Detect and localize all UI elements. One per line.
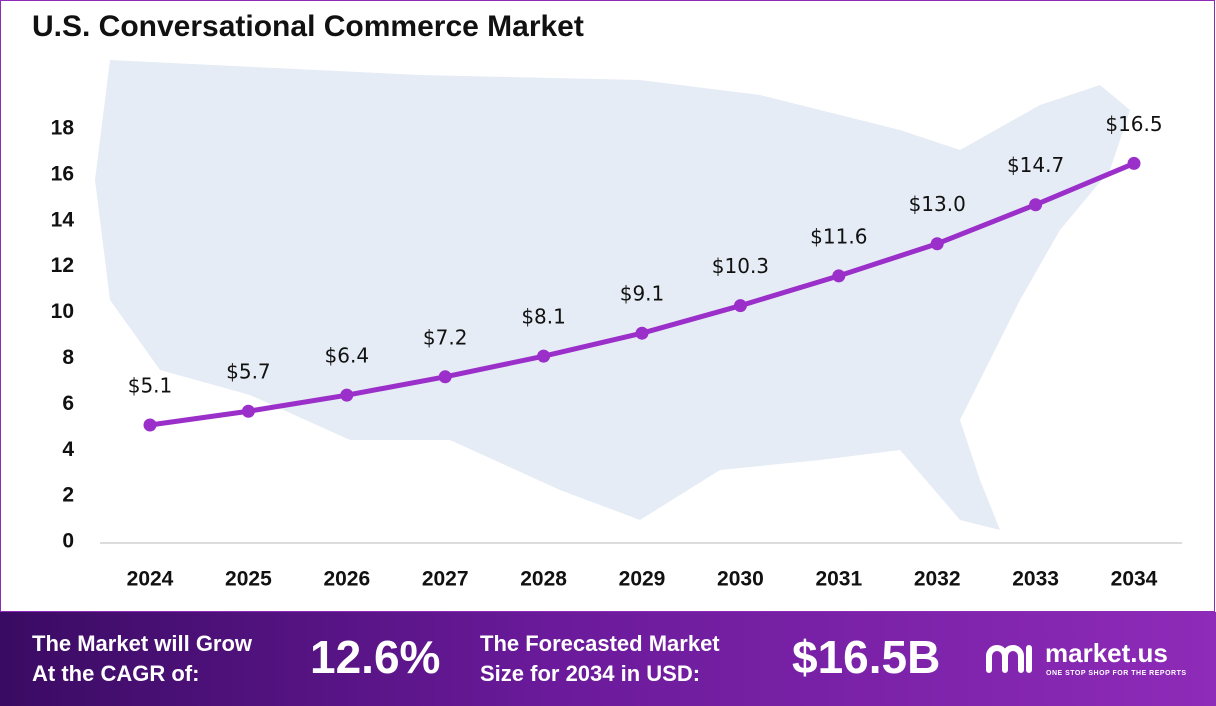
y-tick-label: 12 (51, 254, 74, 277)
data-label: $9.1 (620, 282, 665, 306)
x-tick-label: 2025 (225, 568, 272, 591)
y-tick-label: 18 (51, 117, 75, 140)
logo-icon (986, 645, 1032, 673)
point (241, 404, 255, 418)
data-label: $16.5 (1105, 112, 1162, 136)
x-tick-label: 2026 (323, 568, 370, 591)
x-tick-label: 2030 (717, 568, 764, 591)
tagline: ONE STOP SHOP FOR THE REPORTS (1046, 670, 1187, 677)
frame (0, 0, 1215, 612)
data-label: $5.7 (226, 360, 271, 384)
data-label: $8.1 (521, 305, 566, 329)
cagr-line: At the CAGR of: (32, 661, 200, 686)
size-line: Size for 2034 in USD: (480, 661, 701, 686)
point (635, 326, 649, 340)
point (1029, 198, 1043, 212)
x-tick-label: 2034 (1111, 568, 1158, 591)
data-label: $13.0 (909, 192, 966, 216)
x-tick-label: 2031 (815, 568, 862, 591)
y-tick-label: 10 (51, 300, 74, 323)
x-tick-label: 2029 (619, 568, 666, 591)
point (438, 370, 452, 384)
point (340, 388, 354, 402)
cagr-value: 12.6% (310, 631, 441, 683)
brand: market.us (1045, 638, 1168, 668)
data-label: $6.4 (325, 344, 370, 368)
point (143, 418, 157, 432)
x-tick-label: 2024 (127, 568, 174, 591)
data-label: $10.3 (712, 254, 769, 278)
size-value: $16.5B (792, 631, 941, 683)
y-tick-label: 6 (62, 392, 74, 415)
size-line: The Forecasted Market (480, 631, 720, 656)
x-tick-label: 2033 (1012, 568, 1059, 591)
data-label: $7.2 (423, 325, 468, 349)
size-text: The Forecasted Market Size for 2034 in U… (480, 629, 720, 689)
y-tick-label: 8 (62, 346, 74, 369)
map-background (95, 60, 1130, 530)
y-tick-label: 0 (62, 530, 74, 553)
chart-title: U.S. Conversational Commerce Market (32, 10, 584, 43)
cagr-line: The Market will Grow (32, 631, 253, 656)
y-tick-label: 4 (62, 438, 74, 461)
data-label: $5.1 (128, 373, 173, 397)
footer: The Market will Grow At the CAGR of: 12.… (0, 612, 1216, 706)
cagr-text: The Market will Grow At the CAGR of: (32, 629, 252, 689)
y-tick-label: 16 (51, 162, 74, 185)
point (733, 299, 747, 313)
point (930, 237, 944, 251)
chart: U.S. Conversational Commerce Market 0 2 4 6… (0, 0, 1215, 612)
y-tick-label: 14 (51, 208, 75, 231)
data-label: $11.6 (810, 224, 867, 248)
x-tick-label: 2027 (422, 568, 469, 591)
data-label: $14.7 (1007, 153, 1064, 177)
point (537, 349, 551, 363)
point (1127, 156, 1141, 170)
x-tick-label: 2028 (520, 568, 567, 591)
x-tick-label: 2032 (914, 568, 961, 591)
point (832, 269, 846, 283)
y-tick-label: 2 (62, 484, 74, 507)
